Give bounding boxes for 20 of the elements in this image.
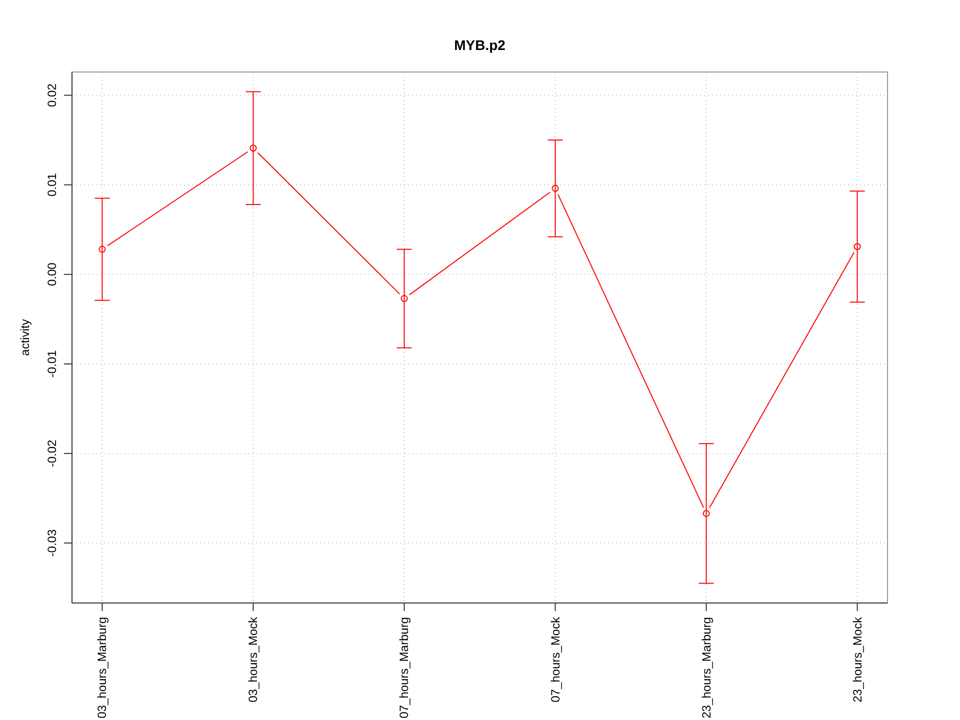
- y-tick-label: 0.02: [45, 83, 59, 107]
- point: [400, 295, 408, 302]
- y-tick-label: -0.01: [45, 350, 59, 378]
- y-axis-title: activity: [18, 319, 32, 356]
- x-tick-label: 07_hours_Marburg: [397, 617, 412, 718]
- point: [552, 184, 559, 192]
- point: [98, 246, 106, 253]
- x-tick-label: 03_hours_Marburg: [95, 617, 110, 718]
- x-tick-label: 07_hours_Mock: [548, 616, 562, 702]
- chart-title: MYB.p2: [454, 37, 506, 53]
- point: [250, 144, 257, 152]
- x-tick-label: 23_hours_Marburg: [699, 617, 714, 718]
- y-tick-label: 0.00: [45, 262, 59, 286]
- point: [702, 510, 710, 517]
- point: [854, 243, 861, 250]
- y-tick-label: -0.03: [45, 529, 59, 557]
- x-tick-label: 23_hours_Mock: [850, 616, 864, 702]
- x-tick-label: 03_hours_Mock: [246, 616, 260, 702]
- y-tick-label: 0.01: [45, 172, 59, 197]
- y-tick-label: -0.02: [45, 439, 59, 468]
